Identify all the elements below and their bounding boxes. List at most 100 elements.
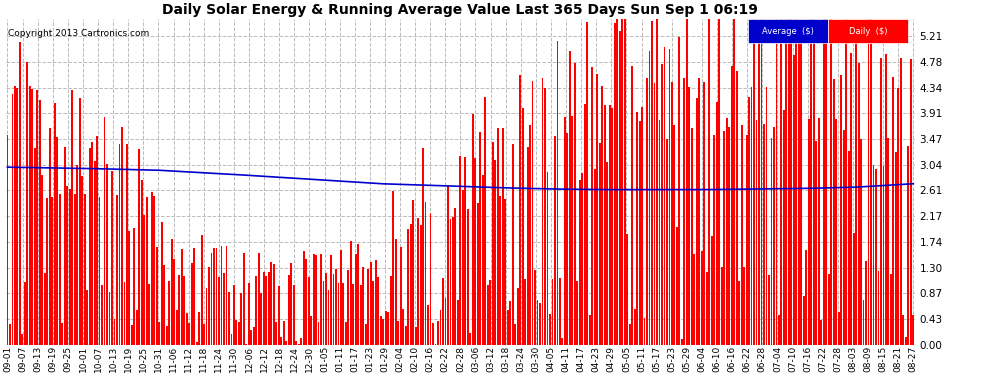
Bar: [56, 137, 58, 345]
Bar: [392, 191, 394, 345]
Bar: [614, 22, 616, 345]
Bar: [325, 273, 327, 345]
Bar: [683, 78, 685, 345]
Bar: [785, 20, 787, 345]
Bar: [658, 120, 660, 345]
Bar: [343, 282, 345, 345]
Bar: [611, 108, 613, 345]
Bar: [688, 87, 690, 345]
Bar: [89, 148, 90, 345]
Bar: [362, 267, 364, 345]
Bar: [726, 118, 728, 345]
Bar: [497, 128, 499, 345]
Bar: [176, 310, 177, 345]
Bar: [671, 82, 673, 345]
Bar: [260, 293, 262, 345]
Bar: [586, 22, 588, 345]
Bar: [653, 83, 655, 345]
Bar: [729, 127, 730, 345]
Bar: [68, 189, 70, 345]
Bar: [290, 263, 292, 345]
Bar: [19, 42, 21, 345]
Bar: [255, 276, 257, 345]
Bar: [270, 262, 272, 345]
Bar: [842, 130, 844, 345]
Bar: [349, 241, 351, 345]
Bar: [183, 276, 185, 345]
Bar: [905, 338, 907, 345]
Bar: [780, 20, 782, 345]
Bar: [816, 141, 817, 345]
Bar: [150, 192, 152, 345]
Bar: [360, 285, 361, 345]
Bar: [524, 279, 526, 345]
Bar: [66, 186, 68, 345]
Bar: [153, 196, 155, 345]
Bar: [280, 337, 282, 345]
Bar: [892, 77, 894, 345]
Bar: [646, 78, 648, 345]
Bar: [621, 20, 623, 345]
Bar: [226, 246, 228, 345]
Bar: [556, 40, 558, 345]
Bar: [111, 171, 113, 345]
Bar: [283, 321, 285, 345]
Bar: [238, 322, 240, 345]
Bar: [770, 138, 772, 345]
Bar: [188, 323, 190, 345]
Bar: [765, 87, 767, 345]
Bar: [39, 100, 41, 345]
Bar: [760, 20, 762, 345]
Bar: [365, 324, 366, 345]
Bar: [913, 315, 914, 345]
Bar: [114, 319, 116, 345]
Bar: [549, 314, 550, 345]
Bar: [42, 175, 44, 345]
Bar: [763, 124, 765, 345]
Bar: [425, 202, 427, 345]
Bar: [637, 112, 638, 345]
Bar: [257, 253, 259, 345]
Bar: [99, 196, 100, 345]
Bar: [877, 271, 879, 345]
Bar: [537, 300, 539, 345]
Bar: [838, 312, 840, 345]
Bar: [158, 322, 160, 345]
Bar: [73, 194, 75, 345]
Bar: [134, 228, 136, 345]
Bar: [719, 20, 720, 345]
Bar: [228, 292, 230, 345]
Bar: [437, 321, 439, 345]
Bar: [910, 59, 912, 345]
Bar: [96, 136, 98, 345]
Bar: [367, 269, 369, 345]
Bar: [472, 114, 474, 345]
Bar: [412, 200, 414, 345]
Bar: [318, 322, 320, 345]
Bar: [84, 194, 85, 345]
Bar: [303, 251, 305, 345]
Bar: [305, 260, 307, 345]
Bar: [601, 86, 603, 345]
Bar: [71, 90, 73, 345]
Bar: [571, 116, 573, 345]
Bar: [753, 20, 755, 345]
Bar: [596, 74, 598, 345]
Bar: [535, 270, 536, 345]
Bar: [484, 97, 486, 345]
Bar: [663, 47, 665, 345]
Bar: [462, 190, 464, 345]
Bar: [340, 250, 342, 345]
Bar: [634, 309, 636, 345]
Bar: [445, 298, 446, 345]
Bar: [716, 102, 718, 345]
Bar: [857, 63, 859, 345]
Bar: [198, 312, 200, 345]
Bar: [519, 75, 521, 345]
Bar: [355, 254, 356, 345]
Bar: [160, 222, 162, 345]
Bar: [882, 166, 884, 345]
Bar: [24, 282, 26, 345]
Bar: [507, 310, 509, 345]
Bar: [576, 281, 578, 345]
